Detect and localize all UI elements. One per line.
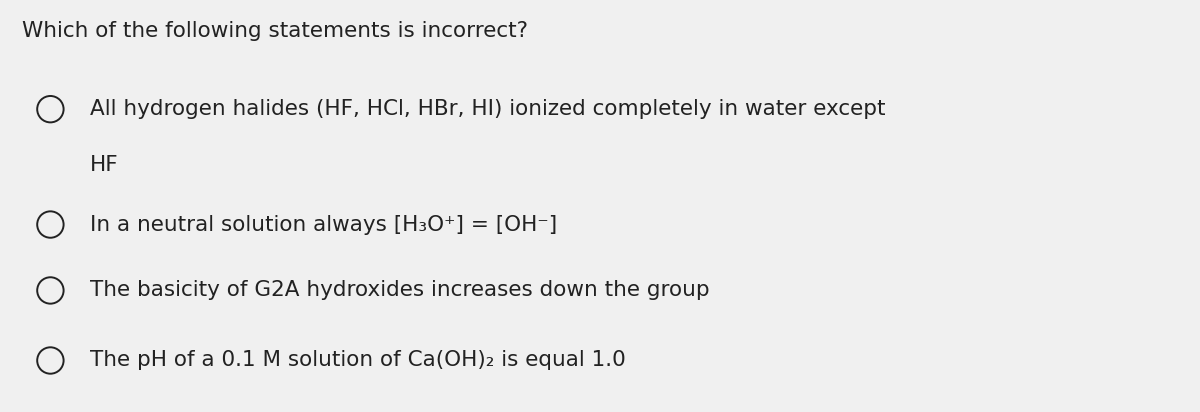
Text: The pH of a 0.1 M solution of Ca(OH)₂ is equal 1.0: The pH of a 0.1 M solution of Ca(OH)₂ is…	[90, 351, 625, 370]
Text: All hydrogen halides (HF, HCl, HBr, HI) ionized completely in water except: All hydrogen halides (HF, HCl, HBr, HI) …	[90, 99, 886, 119]
Text: Which of the following statements is incorrect?: Which of the following statements is inc…	[22, 21, 528, 41]
Text: HF: HF	[90, 155, 119, 175]
Text: In a neutral solution always [H₃O⁺] = [OH⁻]: In a neutral solution always [H₃O⁺] = [O…	[90, 215, 557, 234]
Text: The basicity of G2A hydroxides increases down the group: The basicity of G2A hydroxides increases…	[90, 281, 709, 300]
